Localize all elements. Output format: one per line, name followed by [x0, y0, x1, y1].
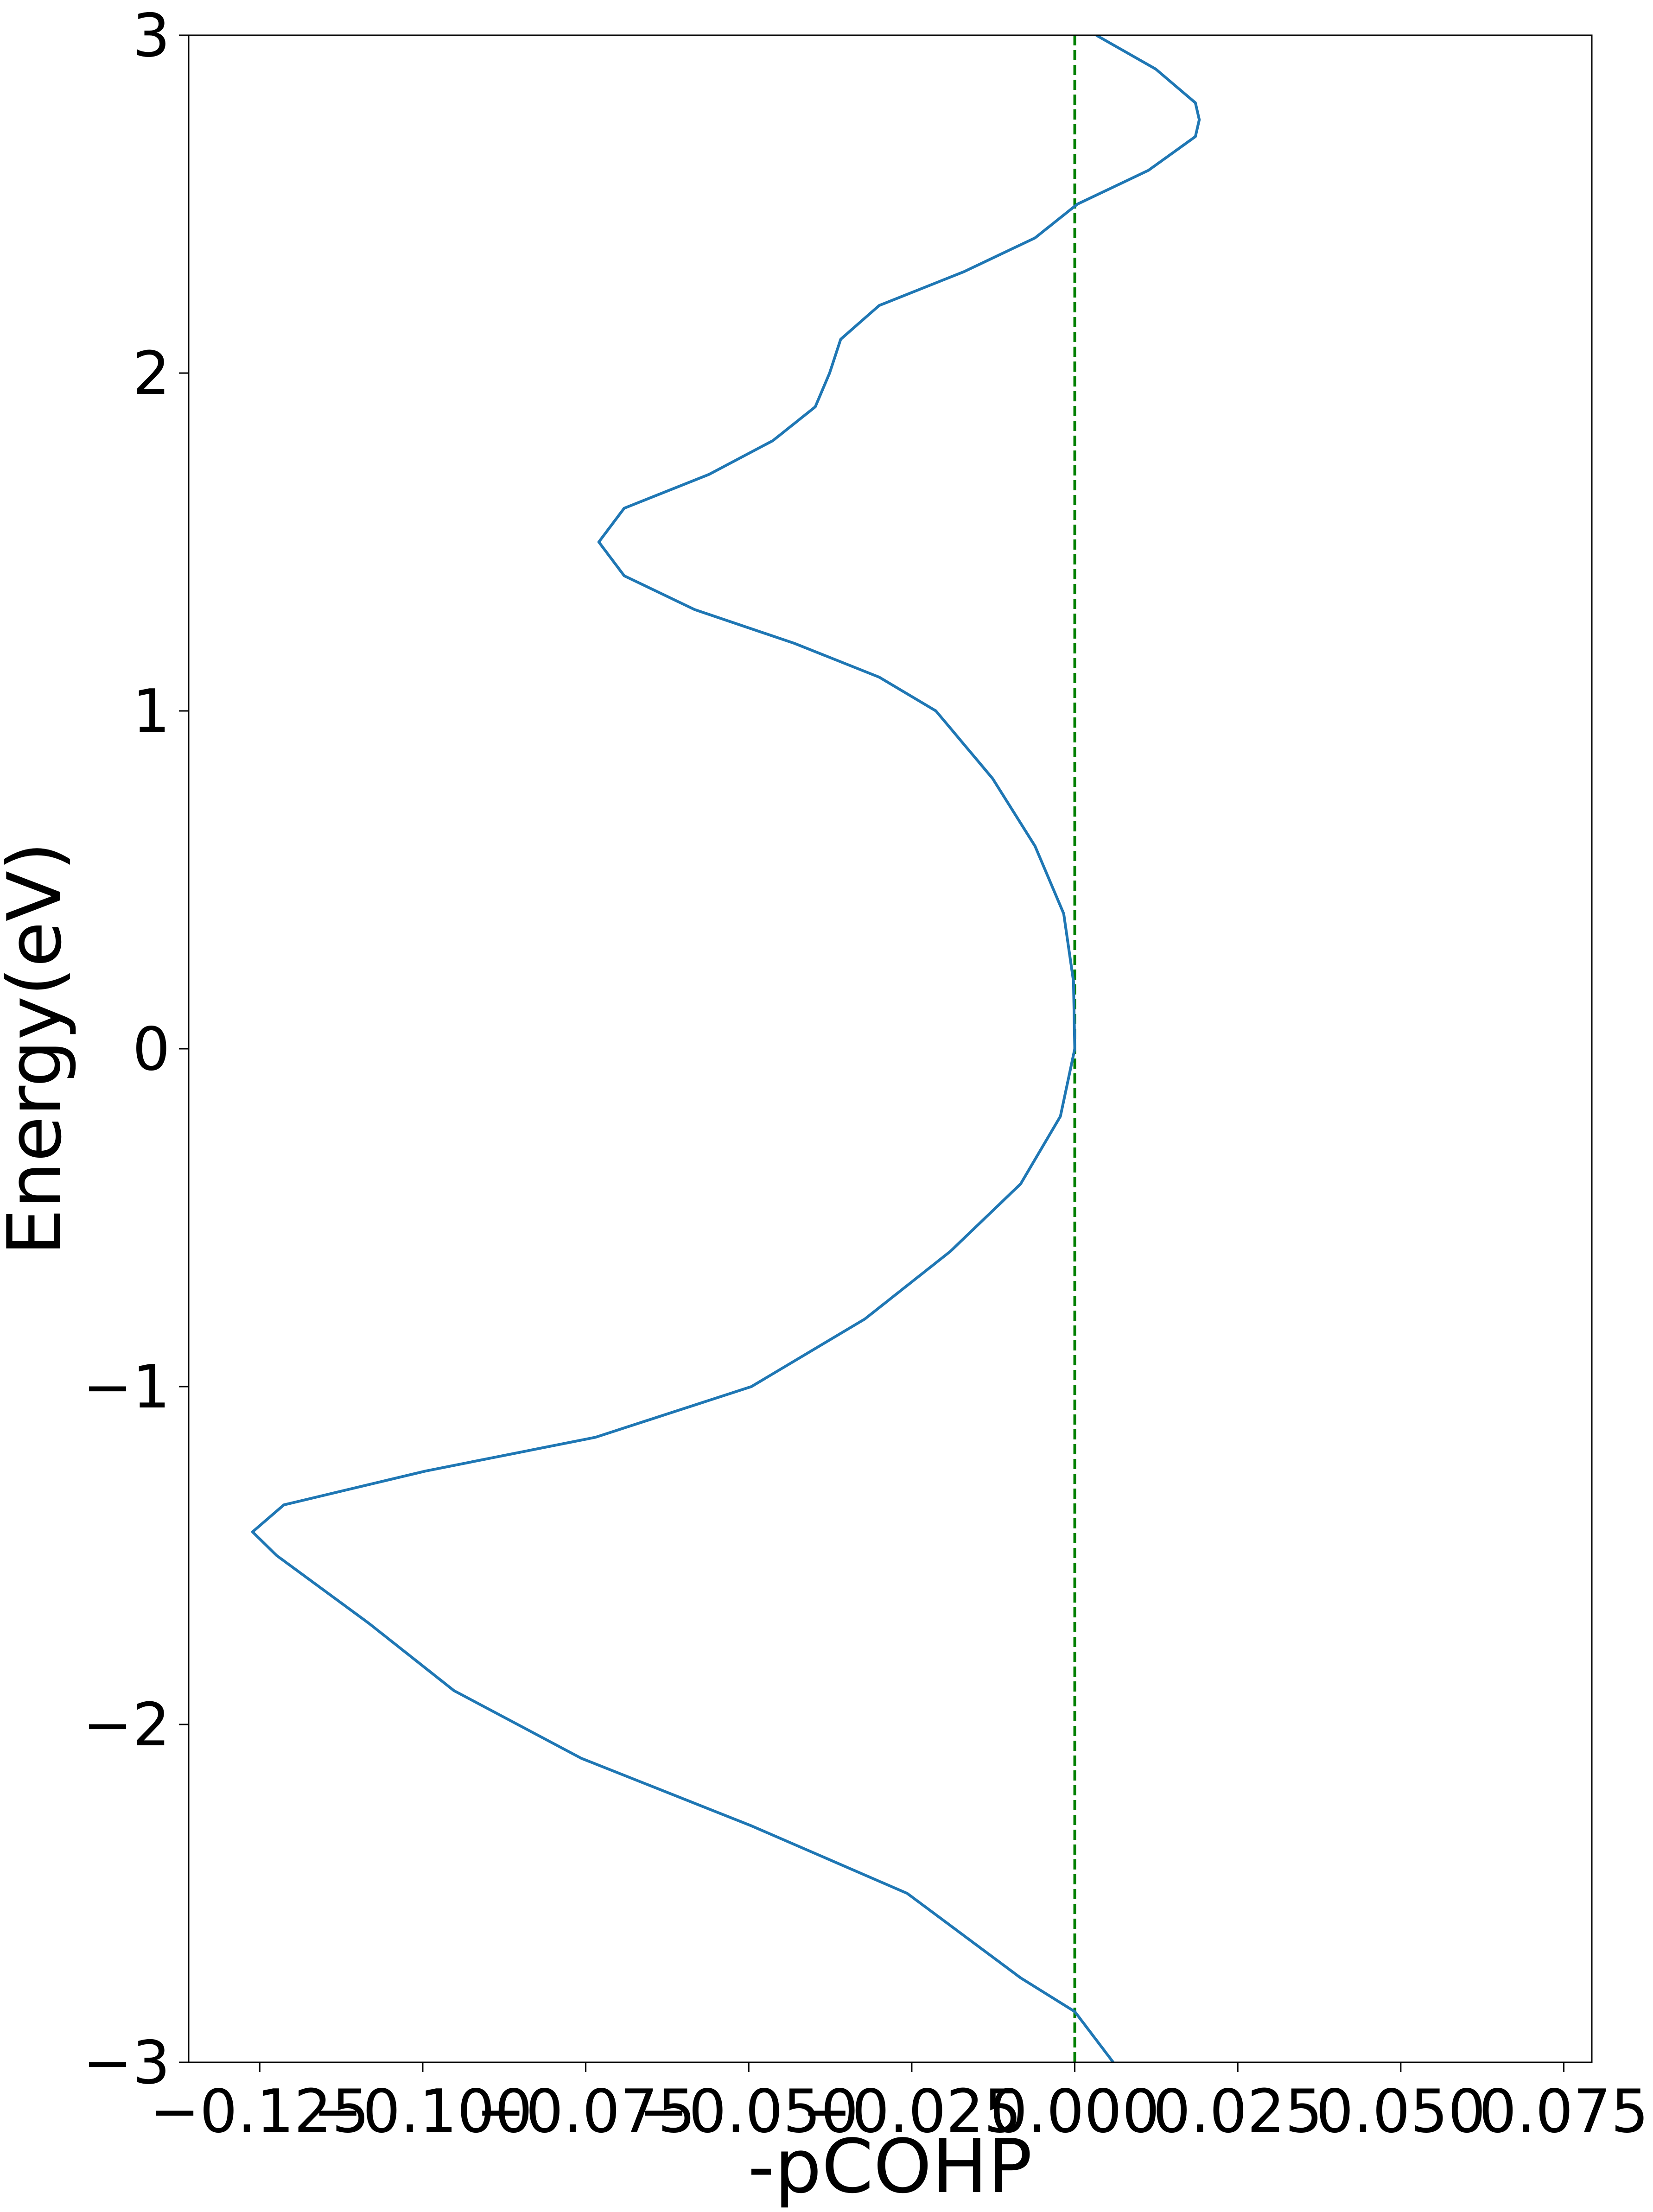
plot-frame: [188, 34, 1593, 2063]
x-tick-label: −0.075: [476, 2077, 696, 2146]
y-tick-label: 1: [133, 677, 170, 746]
y-tick-label: 0: [133, 1015, 170, 1084]
y-tick-label: −2: [83, 1691, 170, 1760]
x-tick-label: 0.075: [1479, 2077, 1648, 2146]
x-tick-label: −0.050: [639, 2077, 858, 2146]
x-tick-label: −0.100: [313, 2077, 533, 2146]
y-axis-label: Energy(eV): [0, 842, 78, 1256]
x-axis-label: -pCOHP: [748, 2123, 1032, 2210]
x-tick-label: 0.000: [990, 2077, 1159, 2146]
x-tick-label: 0.050: [1316, 2077, 1486, 2146]
x-tick-label: 0.025: [1153, 2077, 1322, 2146]
y-tick-label: 2: [133, 339, 170, 408]
y-tick-label: −3: [83, 2028, 170, 2098]
y-tick-label: 3: [133, 1, 170, 70]
y-tick-label: −1: [83, 1353, 170, 1422]
x-tick-label: −0.125: [150, 2077, 369, 2146]
data-line: [251, 35, 1201, 2062]
x-tick-label: −0.025: [802, 2077, 1022, 2146]
